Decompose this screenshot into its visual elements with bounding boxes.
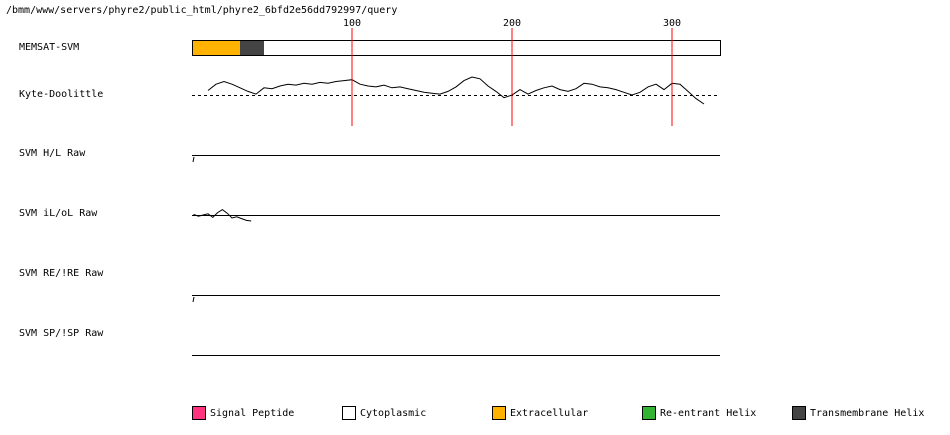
svm-il-ol-series-line [193, 208, 252, 222]
x-tick-label: 100 [343, 18, 361, 29]
track-label-svm-re: SVM RE/!RE Raw [19, 268, 104, 279]
legend-swatch [642, 406, 656, 420]
legend-label: Cytoplasmic [360, 407, 427, 419]
memsat-segment [264, 40, 720, 55]
legend-swatch [192, 406, 206, 420]
legend-label: Extracellular [510, 407, 589, 419]
memsat-bar-outline [192, 40, 721, 56]
legend-item-reentrant-helix: Re-entrant Helix [642, 405, 756, 421]
memsat-segment [240, 40, 264, 55]
svm-hl-series-line [192, 156, 195, 163]
svm-re-series-line [192, 296, 195, 303]
legend-item-extracellular: Extracellular [492, 405, 588, 421]
x-tick-label: 300 [663, 18, 681, 29]
legend-label: Re-entrant Helix [660, 407, 757, 419]
legend-swatch [342, 406, 356, 420]
legend-label: Transmembrane Helix [810, 407, 925, 419]
track-label-memsat: MEMSAT-SVM [19, 42, 80, 53]
legend-item-signal-peptide: Signal Peptide [192, 405, 294, 421]
legend-label: Signal Peptide [210, 407, 295, 419]
track-label-kyte-doolittle: Kyte-Doolittle [19, 89, 104, 100]
legend-swatch [792, 406, 806, 420]
x-tick-label: 200 [503, 18, 521, 29]
track-label-svm-il-ol: SVM iL/oL Raw [19, 208, 98, 219]
kd-series-line [207, 76, 705, 105]
track-label-svm-sp: SVM SP/!SP Raw [19, 328, 104, 339]
track-label-svm-hl: SVM H/L Raw [19, 148, 86, 159]
page-title: /bmm/www/servers/phyre2/public_html/phyr… [6, 5, 398, 16]
legend-item-transmembrane-helix: Transmembrane Helix [792, 405, 924, 421]
legend-item-cytoplasmic: Cytoplasmic [342, 405, 426, 421]
legend-swatch [492, 406, 506, 420]
memsat-segment [192, 40, 240, 55]
